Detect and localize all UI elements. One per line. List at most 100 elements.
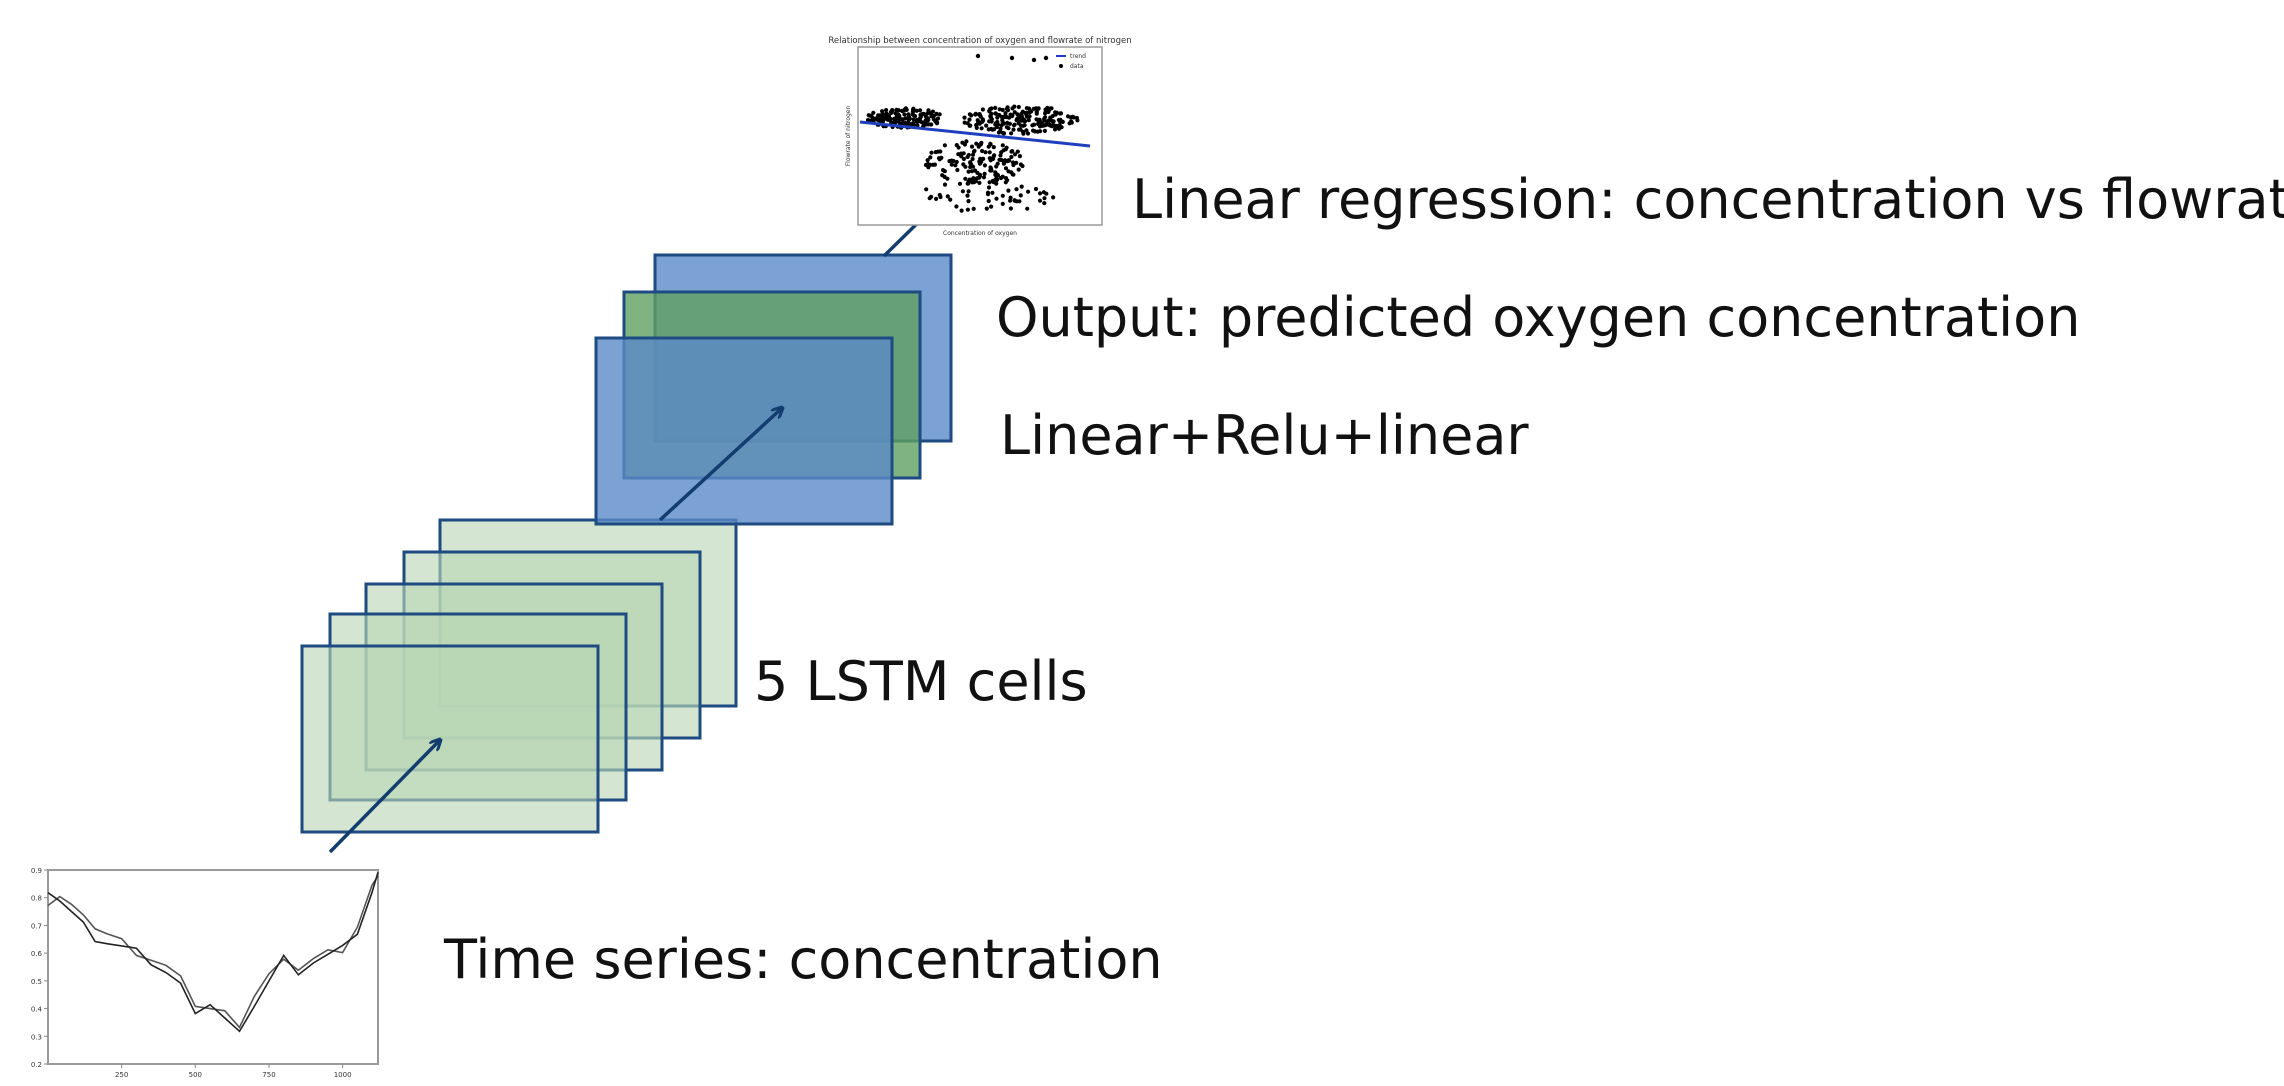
scatter-point <box>934 196 939 201</box>
scatter-point <box>998 126 1003 131</box>
scatter-point <box>1033 186 1039 192</box>
scatter-point <box>978 156 983 161</box>
scatter-point <box>1003 147 1008 152</box>
ts-y-tick-label: 0.7 <box>31 922 42 930</box>
scatter-point <box>919 120 925 125</box>
scatter-point <box>981 175 987 180</box>
ts-y-tick-label: 0.5 <box>31 978 42 986</box>
scatter-point <box>1051 195 1056 200</box>
scatter-point <box>1031 106 1036 111</box>
scatter-point <box>1010 113 1015 118</box>
scatter-point <box>994 196 999 201</box>
scatter-point <box>1008 206 1014 211</box>
scatter-point <box>906 114 911 119</box>
scatter-point <box>928 155 933 160</box>
scatter-point <box>1015 149 1020 154</box>
scatter-point <box>1043 110 1048 115</box>
scatter-point <box>1008 198 1013 203</box>
scatter-point <box>1009 131 1014 136</box>
scatter-point <box>1074 115 1079 121</box>
scatter-point <box>1030 123 1035 128</box>
scatter-point <box>924 187 929 192</box>
time-series-x-ticks: 250 500 750 1000 <box>115 1064 352 1079</box>
ts-y-tick-label: 0.3 <box>31 1033 42 1041</box>
ts-y-tick-label: 0.4 <box>31 1006 43 1014</box>
scatter-point <box>967 177 972 182</box>
regression-label: Linear regression: concentration vs flow… <box>1132 168 2284 231</box>
scatter-point <box>989 126 994 132</box>
scatter-point <box>1050 113 1055 119</box>
regression-scatter-chart: Relationship between concentration of ox… <box>828 36 1131 237</box>
scatter-point <box>931 114 936 119</box>
scatter-point <box>1000 201 1005 206</box>
scatter-point <box>1042 128 1047 133</box>
scatter-point <box>886 113 892 119</box>
scatter-point <box>1005 178 1010 183</box>
scatter-point <box>911 117 916 122</box>
scatter-point <box>911 122 916 127</box>
scatter-point <box>992 153 997 158</box>
scatter-point <box>900 108 905 114</box>
arrow-lstm-to-dense <box>658 408 782 522</box>
scatter-point <box>965 193 970 198</box>
scatter-point <box>871 110 876 115</box>
scatter-point <box>1018 127 1023 132</box>
scatter-point <box>1026 118 1031 123</box>
scatter-point <box>994 178 999 183</box>
scatter-point <box>1060 119 1065 124</box>
scatter-point <box>903 106 909 111</box>
scatter-point <box>942 169 947 174</box>
scatter-point <box>925 158 930 163</box>
ts-y-tick-label: 0.6 <box>31 950 43 958</box>
scatter-point <box>976 119 981 124</box>
scatter-point <box>1022 123 1027 128</box>
scatter-point <box>993 111 998 116</box>
scatter-point <box>985 190 991 195</box>
scatter-point <box>1016 167 1021 172</box>
scatter-point <box>942 182 948 187</box>
scatter-point <box>980 148 985 154</box>
scatter-point <box>970 152 976 157</box>
scatter-point <box>974 141 979 146</box>
legend-trend-label: trend <box>1070 53 1086 60</box>
scatter-point <box>933 119 938 124</box>
scatter-point <box>965 207 971 212</box>
scatter-point <box>994 164 999 169</box>
scatter-point <box>970 156 975 162</box>
scatter-point <box>982 171 987 176</box>
scatter-point <box>896 119 901 124</box>
scatter-point <box>896 108 901 113</box>
dense-layer-stack <box>594 253 953 526</box>
output-label: Output: predicted oxygen concentration <box>996 286 2081 349</box>
scatter-point <box>966 189 971 194</box>
scatter-point <box>1012 152 1018 157</box>
scatter-point <box>963 164 968 169</box>
scatter-point <box>977 175 982 180</box>
scatter-point <box>967 117 972 122</box>
scatter-point <box>961 156 967 162</box>
scatter-point <box>984 123 989 128</box>
scatter-point <box>987 108 992 113</box>
scatter-point <box>987 180 992 185</box>
scatter-legend: trend data <box>1056 53 1086 70</box>
scatter-point <box>988 158 993 163</box>
scatter-point <box>912 114 918 119</box>
scatter-point <box>1042 201 1047 206</box>
scatter-point <box>955 167 960 173</box>
scatter-point <box>973 112 978 117</box>
ts-series-line <box>47 875 379 1029</box>
scatter-point <box>1006 188 1011 193</box>
ts-y-tick-label: 0.9 <box>31 867 42 875</box>
scatter-point <box>957 181 963 186</box>
scatter-point <box>977 112 982 117</box>
dense-layer-front <box>594 336 894 526</box>
scatter-point <box>1031 57 1037 63</box>
scatter-point <box>974 125 979 130</box>
scatter-point <box>1001 131 1007 136</box>
scatter-point <box>1024 114 1030 119</box>
scatter-point <box>989 204 994 209</box>
scatter-point <box>987 150 992 155</box>
scatter-point <box>1042 196 1047 201</box>
scatter-point <box>1009 149 1014 154</box>
